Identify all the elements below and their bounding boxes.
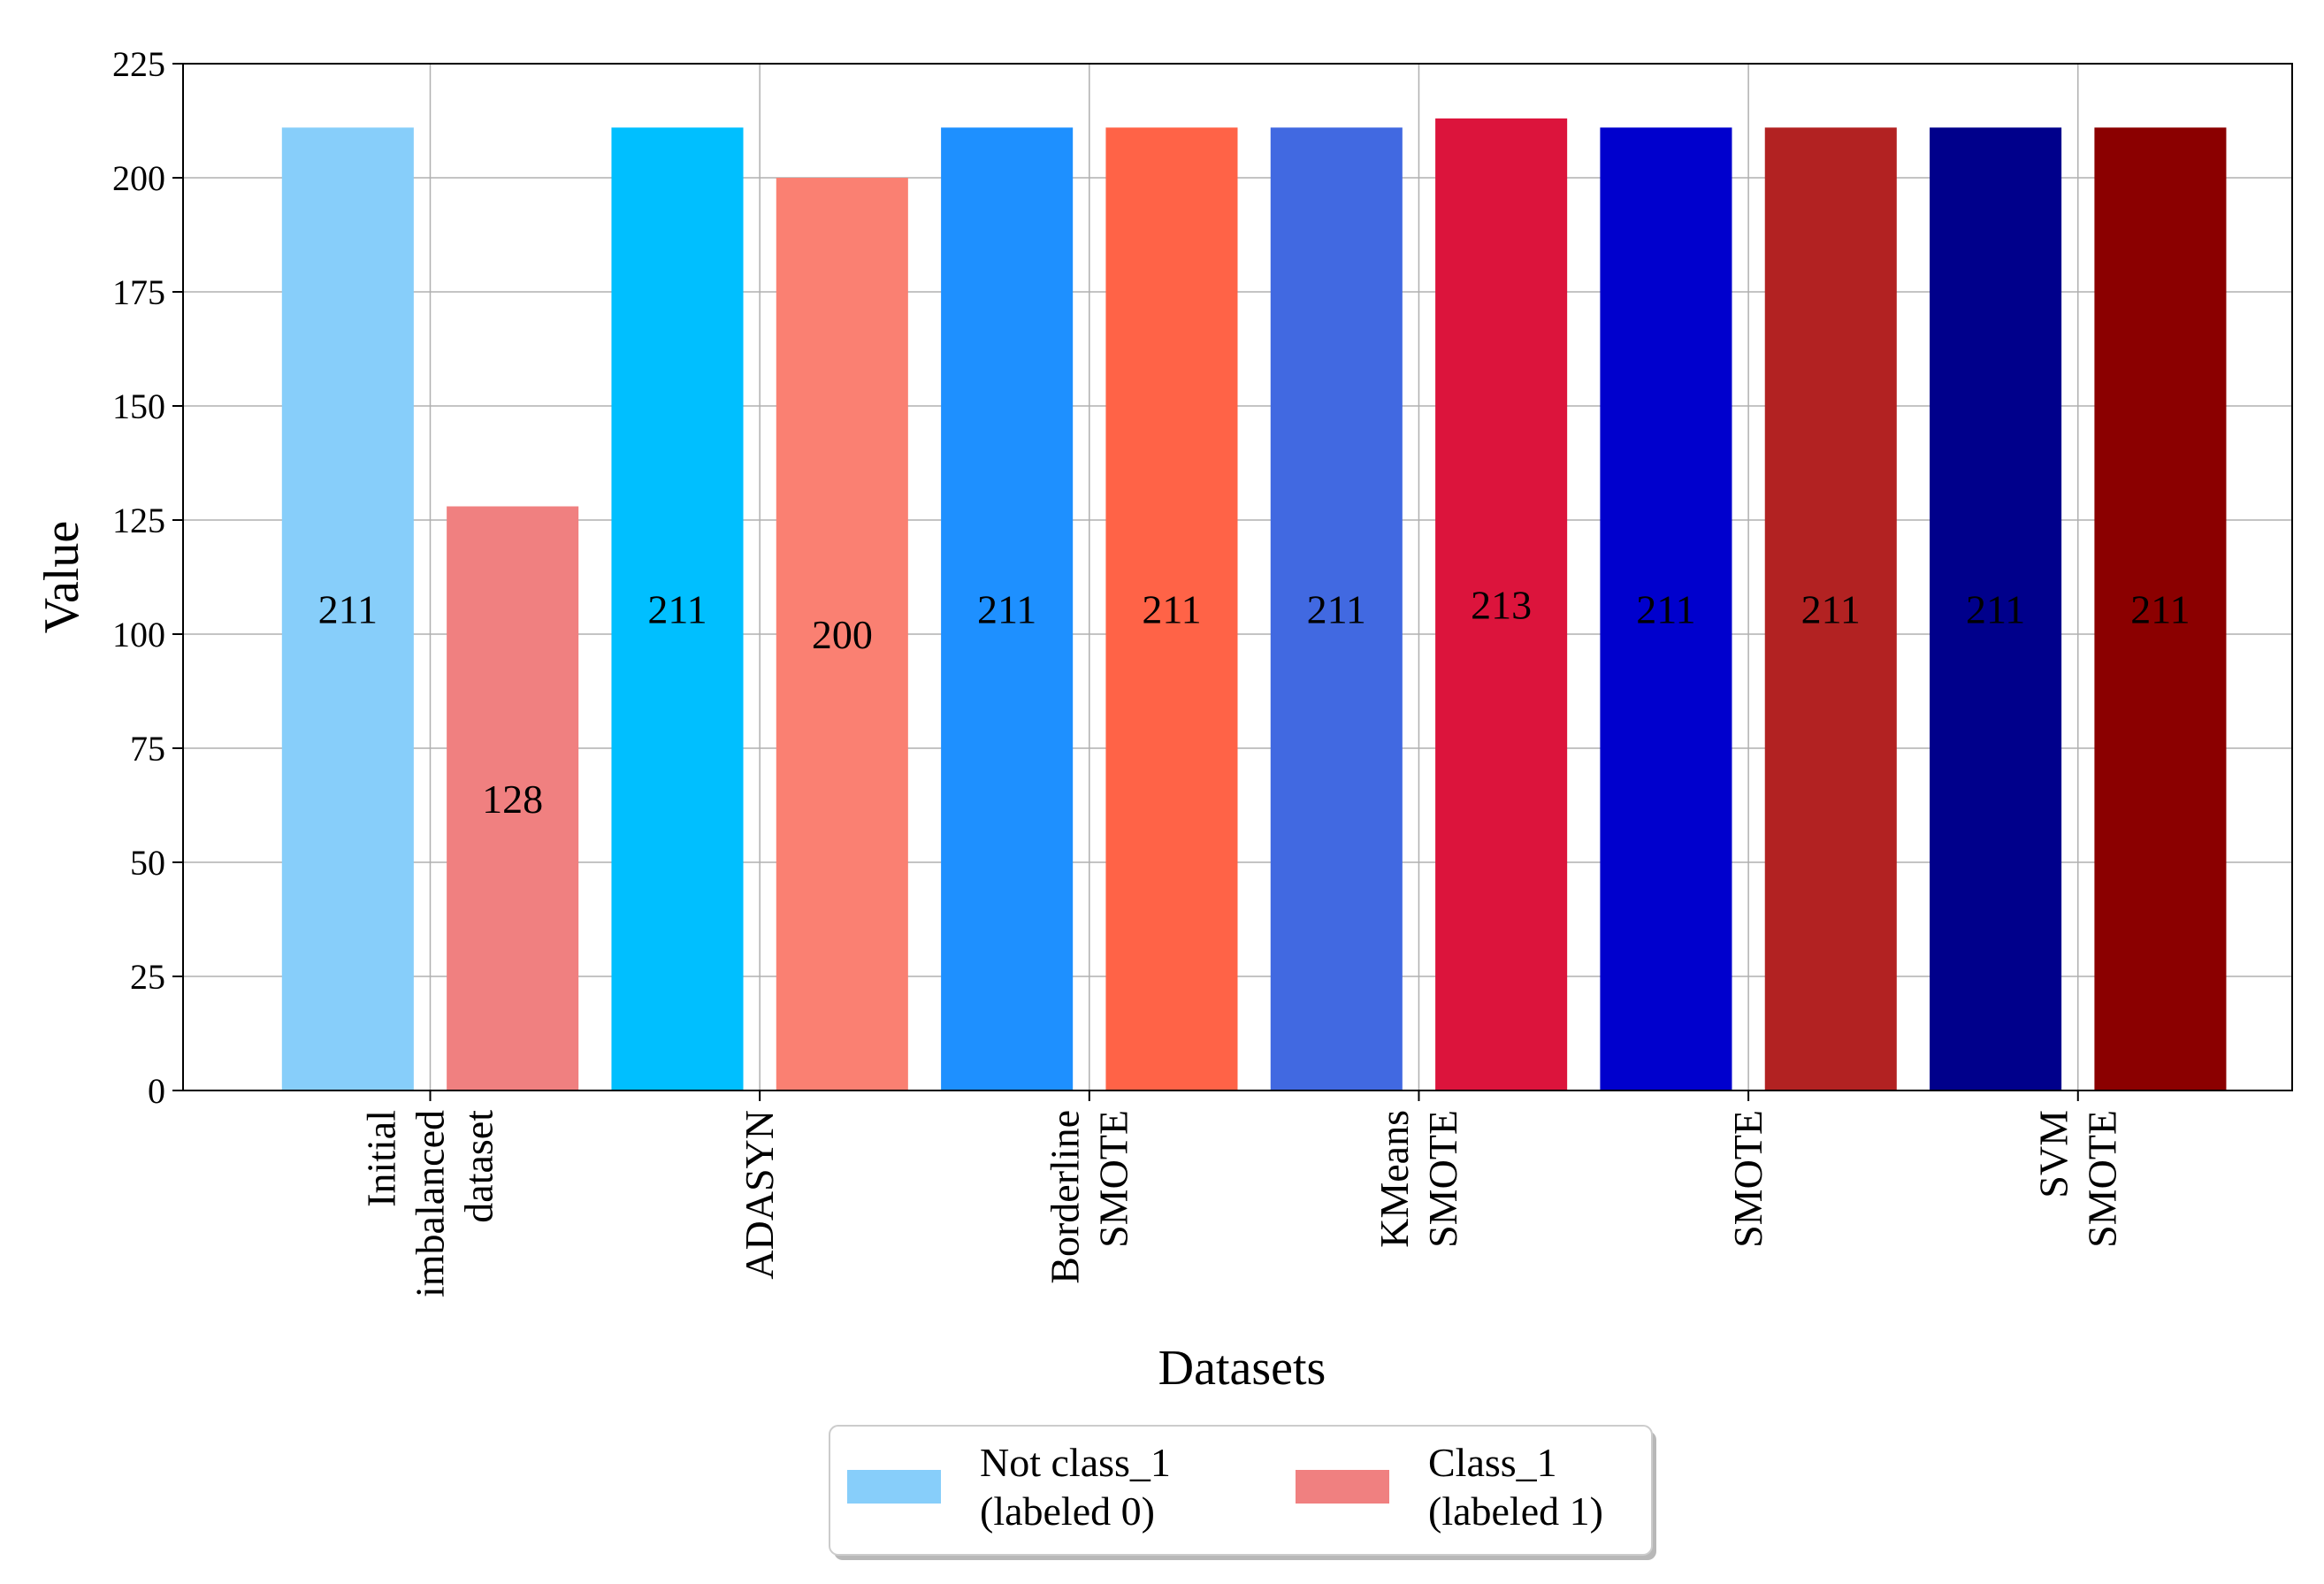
x-tick-label: Initial: [358, 1110, 403, 1207]
bar-value-label: 211: [977, 587, 1036, 632]
y-tick-label: 150: [112, 386, 165, 426]
x-tick-label: SMOTE: [1420, 1110, 1465, 1248]
x-tick-label: KMeans: [1372, 1110, 1417, 1248]
legend-label: Class_1: [1428, 1440, 1557, 1485]
legend-swatch: [847, 1470, 941, 1504]
legend-swatch: [1296, 1470, 1389, 1504]
y-axis-ticks: 0 25 50 75 100 125 150 175 200 225: [112, 44, 183, 1111]
plot-frame: [182, 63, 2293, 1091]
bar-value-label: 211: [1142, 587, 1201, 632]
legend: Not class_1(labeled 0) Class_1(labeled 1): [829, 1425, 1656, 1560]
y-tick-label: 125: [112, 501, 165, 540]
y-axis-label: Value: [34, 521, 89, 634]
bar-value-label: 200: [812, 612, 873, 657]
bar-value-label: 211: [2130, 587, 2190, 632]
bar-value-label: 213: [1471, 582, 1532, 627]
y-tick-label: 175: [112, 272, 165, 312]
x-tick-label: SMOTE: [1725, 1110, 1770, 1248]
bar-value-label: 211: [647, 587, 707, 632]
x-axis-ticks: Initial imbalanced dataset ADASYN Borderline…: [358, 1090, 2124, 1297]
bar-value-label: 211: [1636, 587, 1695, 632]
bar: [1600, 127, 1732, 1091]
legend-label: (labeled 0): [980, 1488, 1155, 1534]
bar-value-label: 128: [482, 777, 543, 822]
bar: [611, 127, 744, 1091]
y-tick-label: 50: [130, 843, 165, 883]
y-tick-label: 100: [112, 615, 165, 654]
legend-label: Not class_1: [980, 1440, 1171, 1485]
bar: [2094, 127, 2227, 1091]
x-tick-label: SVM: [2030, 1110, 2076, 1198]
bar-value-label: 211: [1801, 587, 1861, 632]
bars: [281, 118, 2227, 1091]
y-tick-label: 25: [130, 957, 165, 997]
bar: [1270, 127, 1403, 1091]
bar: [1930, 127, 2062, 1091]
bar: [1435, 118, 1568, 1090]
x-tick-label: dataset: [455, 1110, 501, 1223]
legend-box: [829, 1425, 1653, 1556]
y-tick-label: 0: [148, 1071, 165, 1111]
bar: [1764, 127, 1897, 1091]
y-tick-label: 225: [112, 44, 165, 84]
bar-value-labels: 211 128 211 200 211 211 211 213 211 211 211 211: [318, 582, 2190, 821]
y-tick-label: 200: [112, 158, 165, 198]
y-tick-label: 75: [130, 729, 165, 769]
x-tick-label: ADASYN: [737, 1110, 782, 1280]
bar: [1105, 127, 1238, 1091]
x-axis-label: Datasets: [1158, 1341, 1326, 1396]
bar-value-label: 211: [318, 587, 378, 632]
x-tick-label: SMOTE: [1090, 1110, 1135, 1248]
bar: [776, 178, 908, 1090]
bar: [447, 506, 579, 1090]
legend-label: (labeled 1): [1428, 1488, 1603, 1534]
x-tick-label: SMOTE: [2079, 1110, 2124, 1248]
bar: [281, 127, 414, 1091]
x-tick-label: Borderline: [1042, 1110, 1087, 1284]
bar: [941, 127, 1074, 1091]
bar-value-label: 211: [1966, 587, 2025, 632]
x-tick-label: imbalanced: [407, 1110, 452, 1297]
bar-value-label: 211: [1307, 587, 1366, 632]
